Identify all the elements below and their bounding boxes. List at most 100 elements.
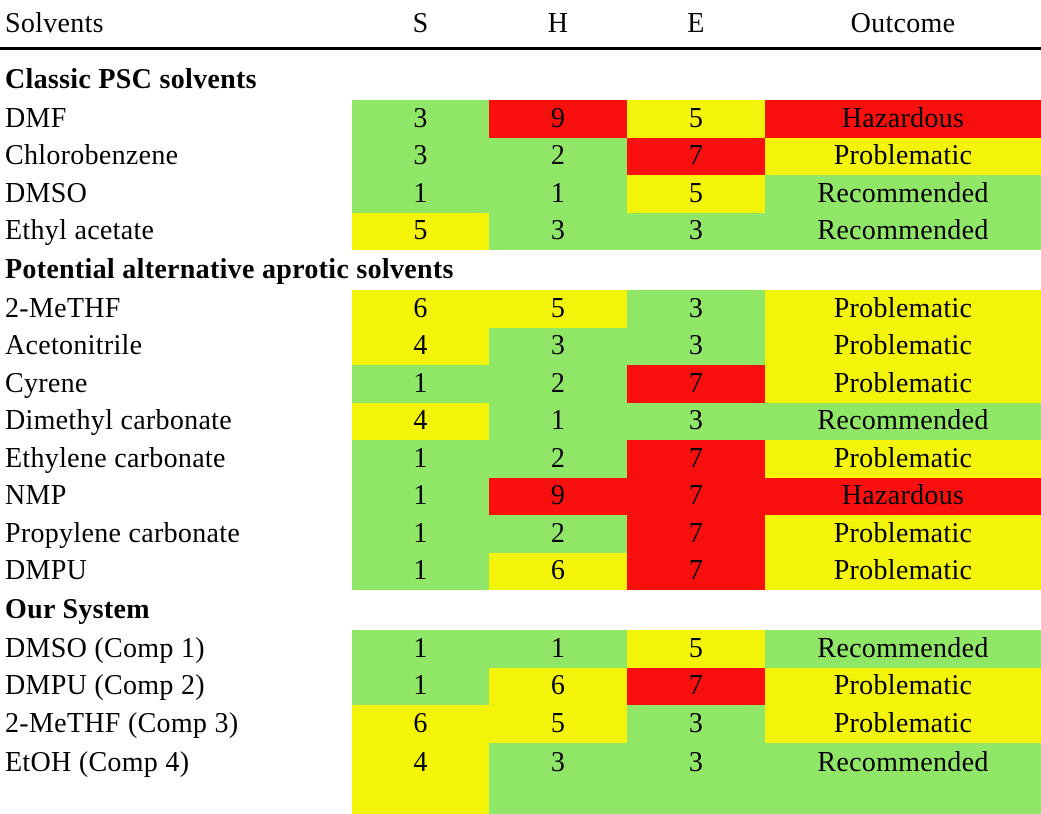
score-s-cell: 4: [352, 402, 489, 440]
outcome-cell: Hazardous: [765, 100, 1041, 138]
outcome-cell: Problematic: [765, 137, 1041, 175]
score-h-cell: 5: [489, 290, 627, 328]
column-header-h: H: [547, 7, 569, 39]
outcome-cell: Recommended: [765, 402, 1041, 440]
solvent-name: Cyrene: [5, 367, 88, 399]
solvent-row: EtOH (Comp 4) 4 3 3 Recommended: [0, 742, 1041, 814]
score-e-cell: 3: [627, 212, 765, 250]
solvent-row: DMPU (Comp 2) 1 6 7 Problematic: [0, 667, 1041, 705]
score-e-cell: 3: [627, 742, 765, 814]
solvent-row: Dimethyl carbonate 4 1 3 Recommended: [0, 402, 1041, 440]
score-s-cell: 3: [352, 137, 489, 175]
score-h-cell: 1: [489, 630, 627, 668]
section-row: Potential alternative aprotic solvents: [0, 250, 1041, 290]
outcome-cell: Recommended: [765, 212, 1041, 250]
solvent-name: DMPU (Comp 2): [5, 670, 205, 702]
section-title: Classic PSC solvents: [5, 64, 257, 95]
score-s-cell: 1: [352, 630, 489, 668]
score-s-cell: 1: [352, 365, 489, 403]
score-h-cell: 2: [489, 137, 627, 175]
score-e-cell: 5: [627, 630, 765, 668]
score-s-cell: 1: [352, 667, 489, 705]
outcome-cell: Hazardous: [765, 477, 1041, 515]
solvent-name: Propylene carbonate: [5, 517, 241, 549]
score-e-cell: 7: [627, 440, 765, 478]
outcome-cell: Problematic: [765, 705, 1041, 743]
score-s-cell: 1: [352, 440, 489, 478]
score-s-cell: 6: [352, 705, 489, 743]
score-h-cell: 2: [489, 515, 627, 553]
score-s-cell: 4: [352, 327, 489, 365]
score-h-cell: 9: [489, 477, 627, 515]
solvent-row: DMSO 1 1 5 Recommended: [0, 175, 1041, 213]
score-e-cell: 7: [627, 515, 765, 553]
score-e-cell: 7: [627, 137, 765, 175]
solvent-name: Ethyl acetate: [5, 215, 155, 247]
solvent-name: Ethylene carbonate: [5, 442, 226, 474]
score-s-cell: 1: [352, 175, 489, 213]
score-e-cell: 3: [627, 402, 765, 440]
outcome-cell: Problematic: [765, 667, 1041, 705]
column-header-outcome: Outcome: [850, 7, 956, 39]
solvent-name: 2-MeTHF (Comp 3): [5, 707, 239, 739]
score-e-cell: 7: [627, 477, 765, 515]
outcome-cell: Problematic: [765, 290, 1041, 328]
section-title: Potential alternative aprotic solvents: [5, 254, 454, 285]
score-h-cell: 9: [489, 100, 627, 138]
score-s-cell: 4: [352, 742, 489, 814]
solvent-row: Ethylene carbonate 1 2 7 Problematic: [0, 440, 1041, 478]
score-h-cell: 6: [489, 667, 627, 705]
solvent-row: Chlorobenzene 3 2 7 Problematic: [0, 137, 1041, 175]
score-e-cell: 5: [627, 175, 765, 213]
score-h-cell: 3: [489, 742, 627, 814]
table-header-row: Solvents S H E Outcome: [0, 0, 1041, 50]
column-header-e: E: [687, 7, 705, 39]
solvent-name: Chlorobenzene: [5, 140, 179, 172]
outcome-cell: Recommended: [765, 630, 1041, 668]
score-e-cell: 3: [627, 290, 765, 328]
solvent-name: DMPU: [5, 555, 88, 587]
solvent-name: 2-MeTHF: [5, 292, 121, 324]
solvent-row: Propylene carbonate 1 2 7 Problematic: [0, 515, 1041, 553]
solvent-row: 2-MeTHF (Comp 3) 6 5 3 Problematic: [0, 705, 1041, 743]
solvent-name: DMSO (Comp 1): [5, 632, 205, 664]
score-e-cell: 7: [627, 667, 765, 705]
score-s-cell: 6: [352, 290, 489, 328]
solvent-row: Acetonitrile 4 3 3 Problematic: [0, 327, 1041, 365]
solvent-row: DMF 3 9 5 Hazardous: [0, 100, 1041, 138]
score-e-cell: 5: [627, 100, 765, 138]
score-s-cell: 1: [352, 552, 489, 590]
score-h-cell: 2: [489, 365, 627, 403]
score-s-cell: 1: [352, 477, 489, 515]
section-row: Our System: [0, 590, 1041, 630]
score-s-cell: 1: [352, 515, 489, 553]
solvent-row: Cyrene 1 2 7 Problematic: [0, 365, 1041, 403]
solvent-row: DMPU 1 6 7 Problematic: [0, 552, 1041, 590]
outcome-cell: Problematic: [765, 515, 1041, 553]
outcome-cell: Problematic: [765, 365, 1041, 403]
solvent-row: Ethyl acetate 5 3 3 Recommended: [0, 212, 1041, 250]
score-e-cell: 3: [627, 705, 765, 743]
column-header-solvents: Solvents: [5, 7, 104, 39]
solvent-name: DMF: [5, 102, 67, 134]
score-s-cell: 5: [352, 212, 489, 250]
score-h-cell: 2: [489, 440, 627, 478]
solvent-name: Dimethyl carbonate: [5, 405, 232, 437]
score-e-cell: 7: [627, 365, 765, 403]
table-body: Classic PSC solvents DMF 3 9 5 Hazardous Chlor…: [0, 50, 1041, 814]
solvent-row: 2-MeTHF 6 5 3 Problematic: [0, 290, 1041, 328]
score-h-cell: 5: [489, 705, 627, 743]
section-row: Classic PSC solvents: [0, 60, 1041, 100]
score-h-cell: 3: [489, 327, 627, 365]
solvent-name: DMSO: [5, 177, 88, 209]
column-header-s: S: [412, 7, 429, 39]
outcome-cell: Recommended: [765, 742, 1041, 814]
score-e-cell: 3: [627, 327, 765, 365]
outcome-cell: Recommended: [765, 175, 1041, 213]
solvent-name: NMP: [5, 480, 67, 512]
score-h-cell: 6: [489, 552, 627, 590]
solvent-name: Acetonitrile: [5, 330, 143, 362]
solvent-row: NMP 1 9 7 Hazardous: [0, 477, 1041, 515]
solvent-row: DMSO (Comp 1) 1 1 5 Recommended: [0, 630, 1041, 668]
